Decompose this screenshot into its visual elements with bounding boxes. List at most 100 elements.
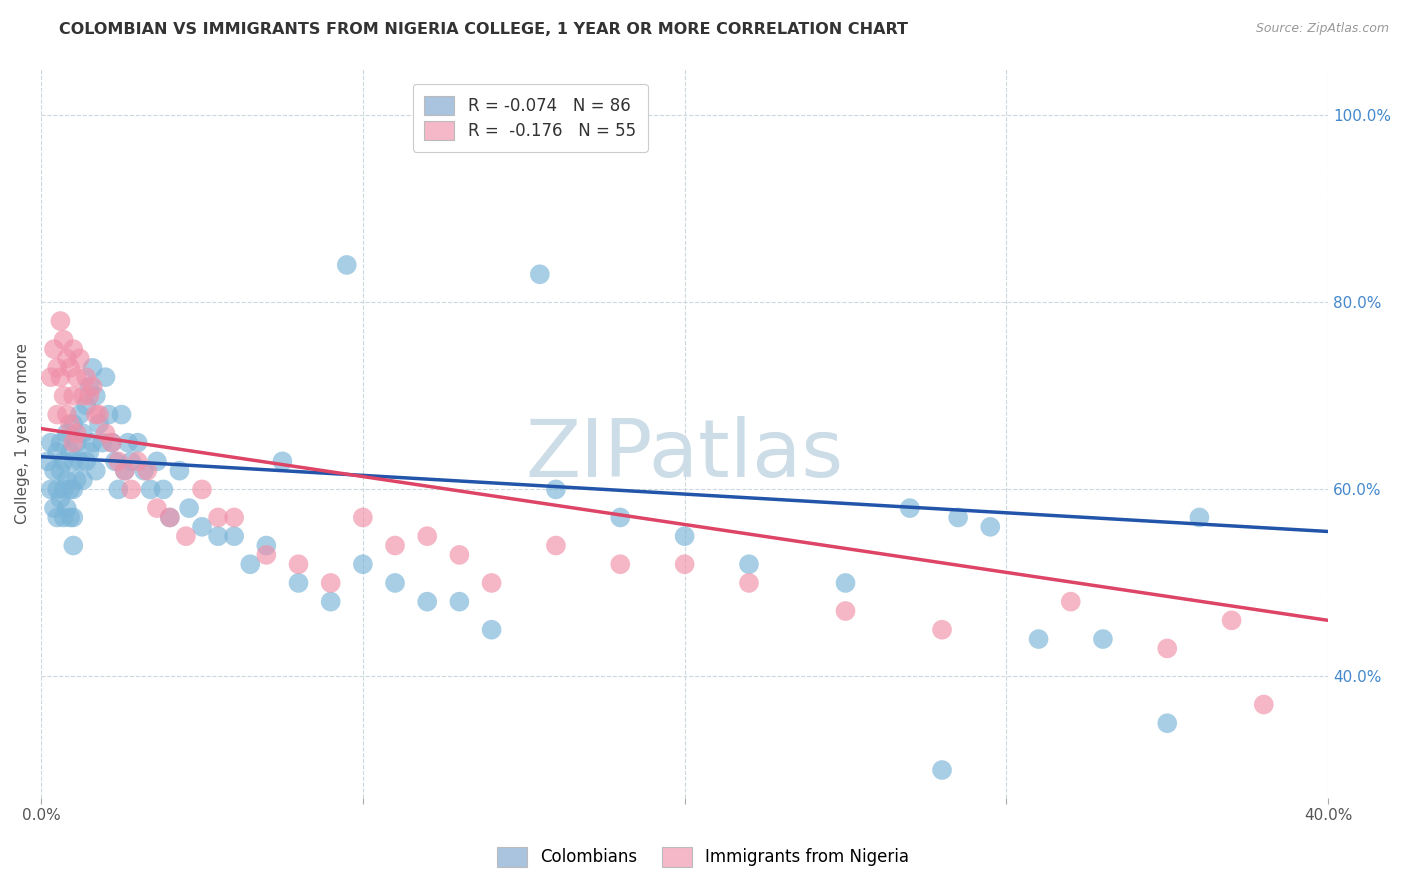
Point <box>56 351 79 366</box>
Point <box>107 454 129 468</box>
Y-axis label: College, 1 year or more: College, 1 year or more <box>15 343 30 524</box>
Point <box>72 426 94 441</box>
Point <box>609 558 631 572</box>
Point <box>75 454 97 468</box>
Point <box>179 501 201 516</box>
Point <box>101 435 124 450</box>
Point <box>207 510 229 524</box>
Point <box>191 483 214 497</box>
Point <box>449 548 471 562</box>
Point <box>46 445 69 459</box>
Point <box>84 389 107 403</box>
Point <box>62 483 84 497</box>
Point <box>52 389 75 403</box>
Point <box>169 464 191 478</box>
Point <box>72 389 94 403</box>
Point <box>56 473 79 487</box>
Point <box>101 435 124 450</box>
Point <box>94 370 117 384</box>
Point <box>59 445 82 459</box>
Point <box>69 351 91 366</box>
Point <box>69 408 91 422</box>
Point <box>673 529 696 543</box>
Point <box>46 510 69 524</box>
Point <box>52 454 75 468</box>
Point <box>738 576 761 591</box>
Point <box>56 408 79 422</box>
Point <box>207 529 229 543</box>
Point <box>49 464 72 478</box>
Point <box>37 454 59 468</box>
Point <box>946 510 969 524</box>
Point <box>62 342 84 356</box>
Point <box>191 520 214 534</box>
Point <box>97 408 120 422</box>
Point <box>609 510 631 524</box>
Point <box>49 491 72 506</box>
Point <box>152 483 174 497</box>
Point <box>1156 716 1178 731</box>
Point <box>1220 613 1243 627</box>
Point <box>49 435 72 450</box>
Point <box>39 483 62 497</box>
Point <box>72 473 94 487</box>
Point <box>159 510 181 524</box>
Point <box>52 483 75 497</box>
Point <box>132 464 155 478</box>
Point <box>65 435 87 450</box>
Point <box>56 426 79 441</box>
Point <box>42 464 65 478</box>
Point <box>62 417 84 431</box>
Point <box>481 576 503 591</box>
Point <box>84 464 107 478</box>
Point <box>1188 510 1211 524</box>
Point <box>224 510 246 524</box>
Point <box>65 473 87 487</box>
Point <box>79 389 101 403</box>
Point <box>117 435 139 450</box>
Point <box>174 529 197 543</box>
Point <box>416 594 439 608</box>
Point <box>146 501 169 516</box>
Point <box>110 408 132 422</box>
Point <box>59 417 82 431</box>
Point <box>1156 641 1178 656</box>
Point <box>114 464 136 478</box>
Point <box>62 539 84 553</box>
Point <box>271 454 294 468</box>
Point <box>1091 632 1114 646</box>
Point <box>82 435 104 450</box>
Point <box>91 435 114 450</box>
Point <box>449 594 471 608</box>
Point <box>39 435 62 450</box>
Point <box>62 454 84 468</box>
Point <box>254 539 277 553</box>
Point <box>136 464 159 478</box>
Text: Source: ZipAtlas.com: Source: ZipAtlas.com <box>1256 22 1389 36</box>
Point <box>1028 632 1050 646</box>
Point <box>120 454 142 468</box>
Point <box>42 342 65 356</box>
Point <box>79 379 101 393</box>
Point <box>898 501 921 516</box>
Text: COLOMBIAN VS IMMIGRANTS FROM NIGERIA COLLEGE, 1 YEAR OR MORE CORRELATION CHART: COLOMBIAN VS IMMIGRANTS FROM NIGERIA COL… <box>59 22 908 37</box>
Point <box>319 576 342 591</box>
Point <box>673 558 696 572</box>
Point <box>65 370 87 384</box>
Text: ZIPatlas: ZIPatlas <box>526 417 844 494</box>
Point <box>84 408 107 422</box>
Point <box>52 510 75 524</box>
Point <box>104 454 127 468</box>
Point <box>481 623 503 637</box>
Point <box>384 539 406 553</box>
Point <box>65 426 87 441</box>
Point <box>62 510 84 524</box>
Point <box>931 623 953 637</box>
Point <box>544 539 567 553</box>
Point <box>352 510 374 524</box>
Point <box>120 483 142 497</box>
Point <box>254 548 277 562</box>
Point <box>69 454 91 468</box>
Point <box>834 576 856 591</box>
Point <box>336 258 359 272</box>
